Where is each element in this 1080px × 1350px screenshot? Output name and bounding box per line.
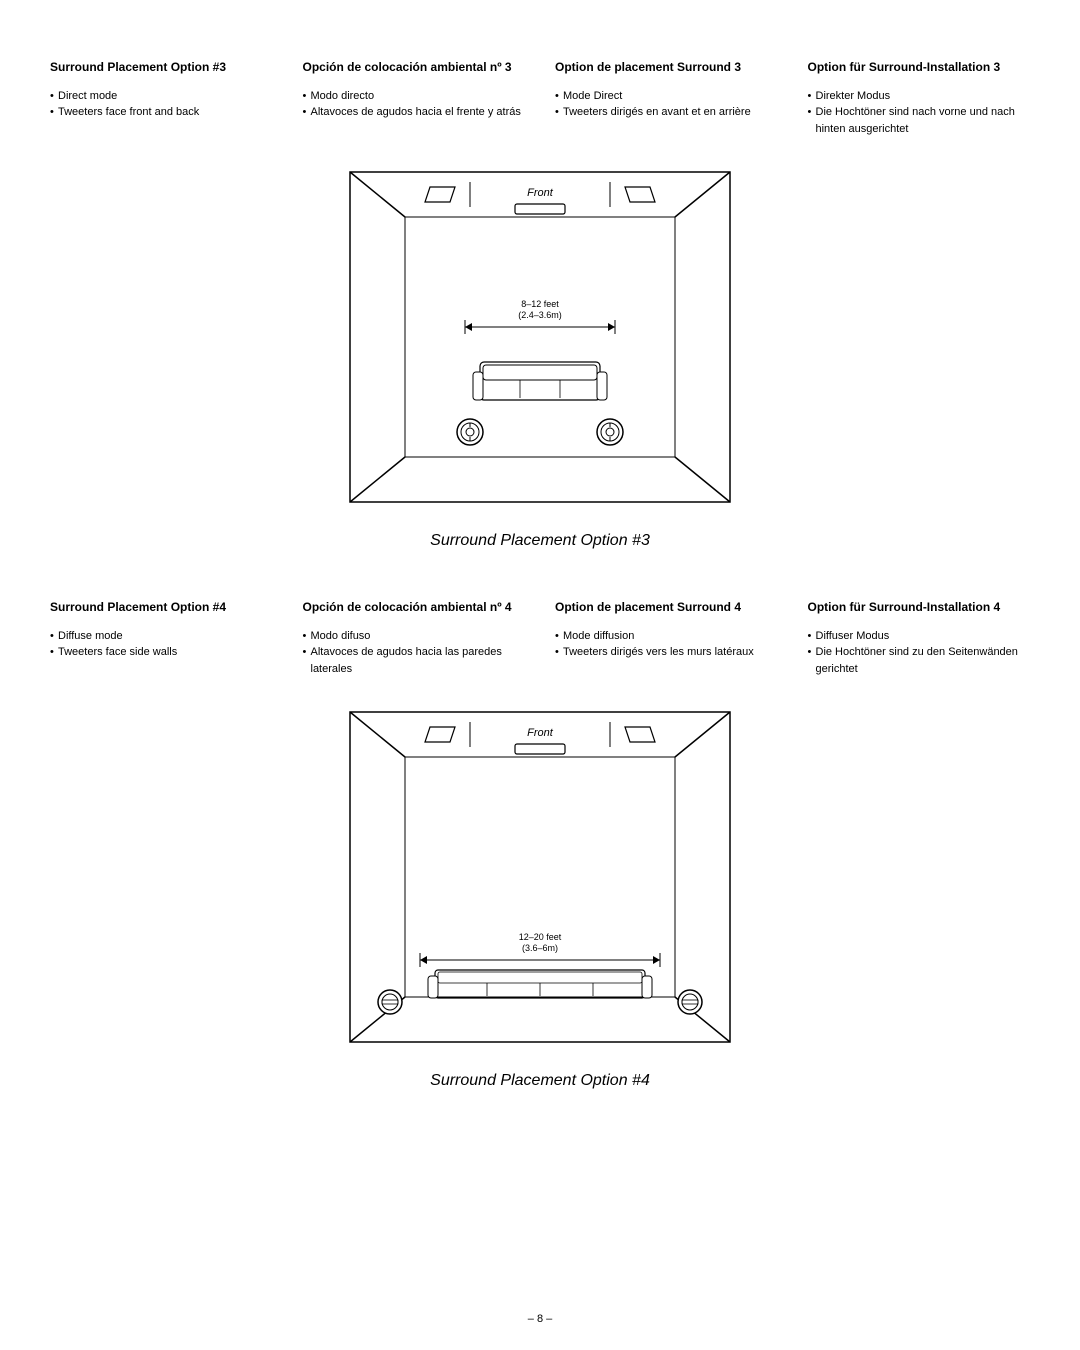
title-fr-3: Option de placement Surround 3 (555, 60, 778, 76)
title-en-3: Surround Placement Option #3 (50, 60, 273, 76)
item: Diffuse mode (50, 628, 273, 645)
front-label-4: Front (527, 727, 554, 739)
item: Diffuser Modus (808, 628, 1031, 645)
distance-3a: 8–12 feet (521, 299, 559, 309)
item: Direct mode (50, 88, 273, 105)
item: Modo difuso (303, 628, 526, 645)
section-option-3: Surround Placement Option #3 Direct mode… (50, 60, 1030, 550)
columns-option-3: Surround Placement Option #3 Direct mode… (50, 60, 1030, 137)
list-es-4: Modo difuso Altavoces de agudos hacia la… (303, 628, 526, 678)
col-de-4: Option für Surround-Installation 4 Diffu… (808, 600, 1031, 677)
item: Tweeters face side walls (50, 644, 273, 661)
caption-4: Surround Placement Option #4 (50, 1072, 1030, 1090)
title-de-4: Option für Surround-Installation 4 (808, 600, 1031, 616)
title-es-3: Opción de colocación ambiental nº 3 (303, 60, 526, 76)
col-fr-3: Option de placement Surround 3 Mode Dire… (555, 60, 778, 137)
col-de-3: Option für Surround-Installation 3 Direk… (808, 60, 1031, 137)
item: Direkter Modus (808, 88, 1031, 105)
list-es-3: Modo directo Altavoces de agudos hacia e… (303, 88, 526, 121)
list-de-4: Diffuser Modus Die Hochtöner sind zu den… (808, 628, 1031, 678)
list-en-3: Direct mode Tweeters face front and back (50, 88, 273, 121)
item: Altavoces de agudos hacia las paredes la… (303, 644, 526, 677)
diagram-4-svg: Front 12–20 feet (3.6–6m) (340, 702, 740, 1052)
title-en-4: Surround Placement Option #4 (50, 600, 273, 616)
item: Mode diffusion (555, 628, 778, 645)
diagram-4-wrapper: Front 12–20 feet (3.6–6m) (50, 702, 1030, 1090)
item: Die Hochtöner sind zu den Seitenwänden g… (808, 644, 1031, 677)
caption-3: Surround Placement Option #3 (50, 532, 1030, 550)
diagram-3-wrapper: Front 8–12 feet (2.4–3.6m) (50, 162, 1030, 550)
list-fr-4: Mode diffusion Tweeters dirigés vers les… (555, 628, 778, 661)
diagram-3-svg: Front 8–12 feet (2.4–3.6m) (340, 162, 740, 512)
distance-3b: (2.4–3.6m) (518, 310, 562, 320)
col-fr-4: Option de placement Surround 4 Mode diff… (555, 600, 778, 677)
item: Die Hochtöner sind nach vorne und nach h… (808, 104, 1031, 137)
item: Tweeters face front and back (50, 104, 273, 121)
item: Tweeters dirigés en avant et en arrière (555, 104, 778, 121)
item: Mode Direct (555, 88, 778, 105)
item: Tweeters dirigés vers les murs latéraux (555, 644, 778, 661)
col-es-3: Opción de colocación ambiental nº 3 Modo… (303, 60, 526, 137)
item: Altavoces de agudos hacia el frente y at… (303, 104, 526, 121)
title-fr-4: Option de placement Surround 4 (555, 600, 778, 616)
title-es-4: Opción de colocación ambiental nº 4 (303, 600, 526, 616)
columns-option-4: Surround Placement Option #4 Diffuse mod… (50, 600, 1030, 677)
distance-4a: 12–20 feet (519, 932, 562, 942)
col-en-4: Surround Placement Option #4 Diffuse mod… (50, 600, 273, 677)
col-es-4: Opción de colocación ambiental nº 4 Modo… (303, 600, 526, 677)
item: Modo directo (303, 88, 526, 105)
title-de-3: Option für Surround-Installation 3 (808, 60, 1031, 76)
col-en-3: Surround Placement Option #3 Direct mode… (50, 60, 273, 137)
page-number: – 8 – (0, 1313, 1080, 1325)
front-label-3: Front (527, 187, 554, 199)
distance-4b: (3.6–6m) (522, 943, 558, 953)
list-en-4: Diffuse mode Tweeters face side walls (50, 628, 273, 661)
list-de-3: Direkter Modus Die Hochtöner sind nach v… (808, 88, 1031, 138)
list-fr-3: Mode Direct Tweeters dirigés en avant et… (555, 88, 778, 121)
section-option-4: Surround Placement Option #4 Diffuse mod… (50, 600, 1030, 1090)
